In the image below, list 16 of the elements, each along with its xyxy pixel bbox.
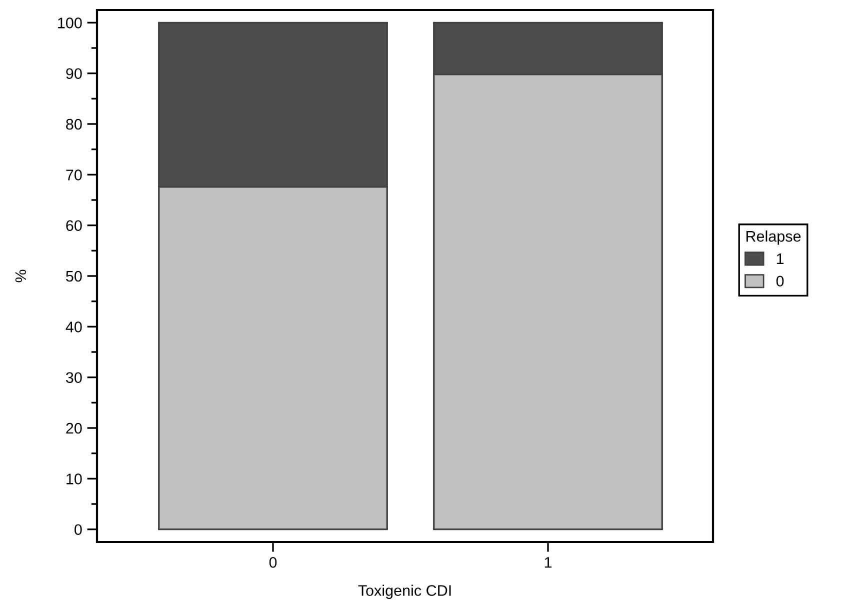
y-tick-label: 90 (66, 68, 82, 80)
y-tick-label: 30 (66, 372, 82, 384)
y-tick-label: 100 (58, 18, 82, 28)
y-tick-label: 50 (66, 270, 82, 282)
y-tick-label: 80 (66, 118, 82, 130)
y-tick-label: 70 (66, 170, 82, 180)
y-tick-label: 60 (66, 220, 82, 232)
y-axis-title: % (15, 270, 26, 282)
y-tick-label: 0 (74, 524, 82, 536)
y-tick-label: 10 (66, 474, 82, 484)
legend-label: 0 (776, 276, 784, 287)
x-axis-title: Toxigenic CDI (358, 584, 451, 599)
legend-title: Relapse (746, 230, 801, 245)
legend-label: 1 (776, 253, 784, 264)
y-tick-label: 20 (66, 422, 82, 434)
y-tick-label: 40 (66, 322, 82, 332)
